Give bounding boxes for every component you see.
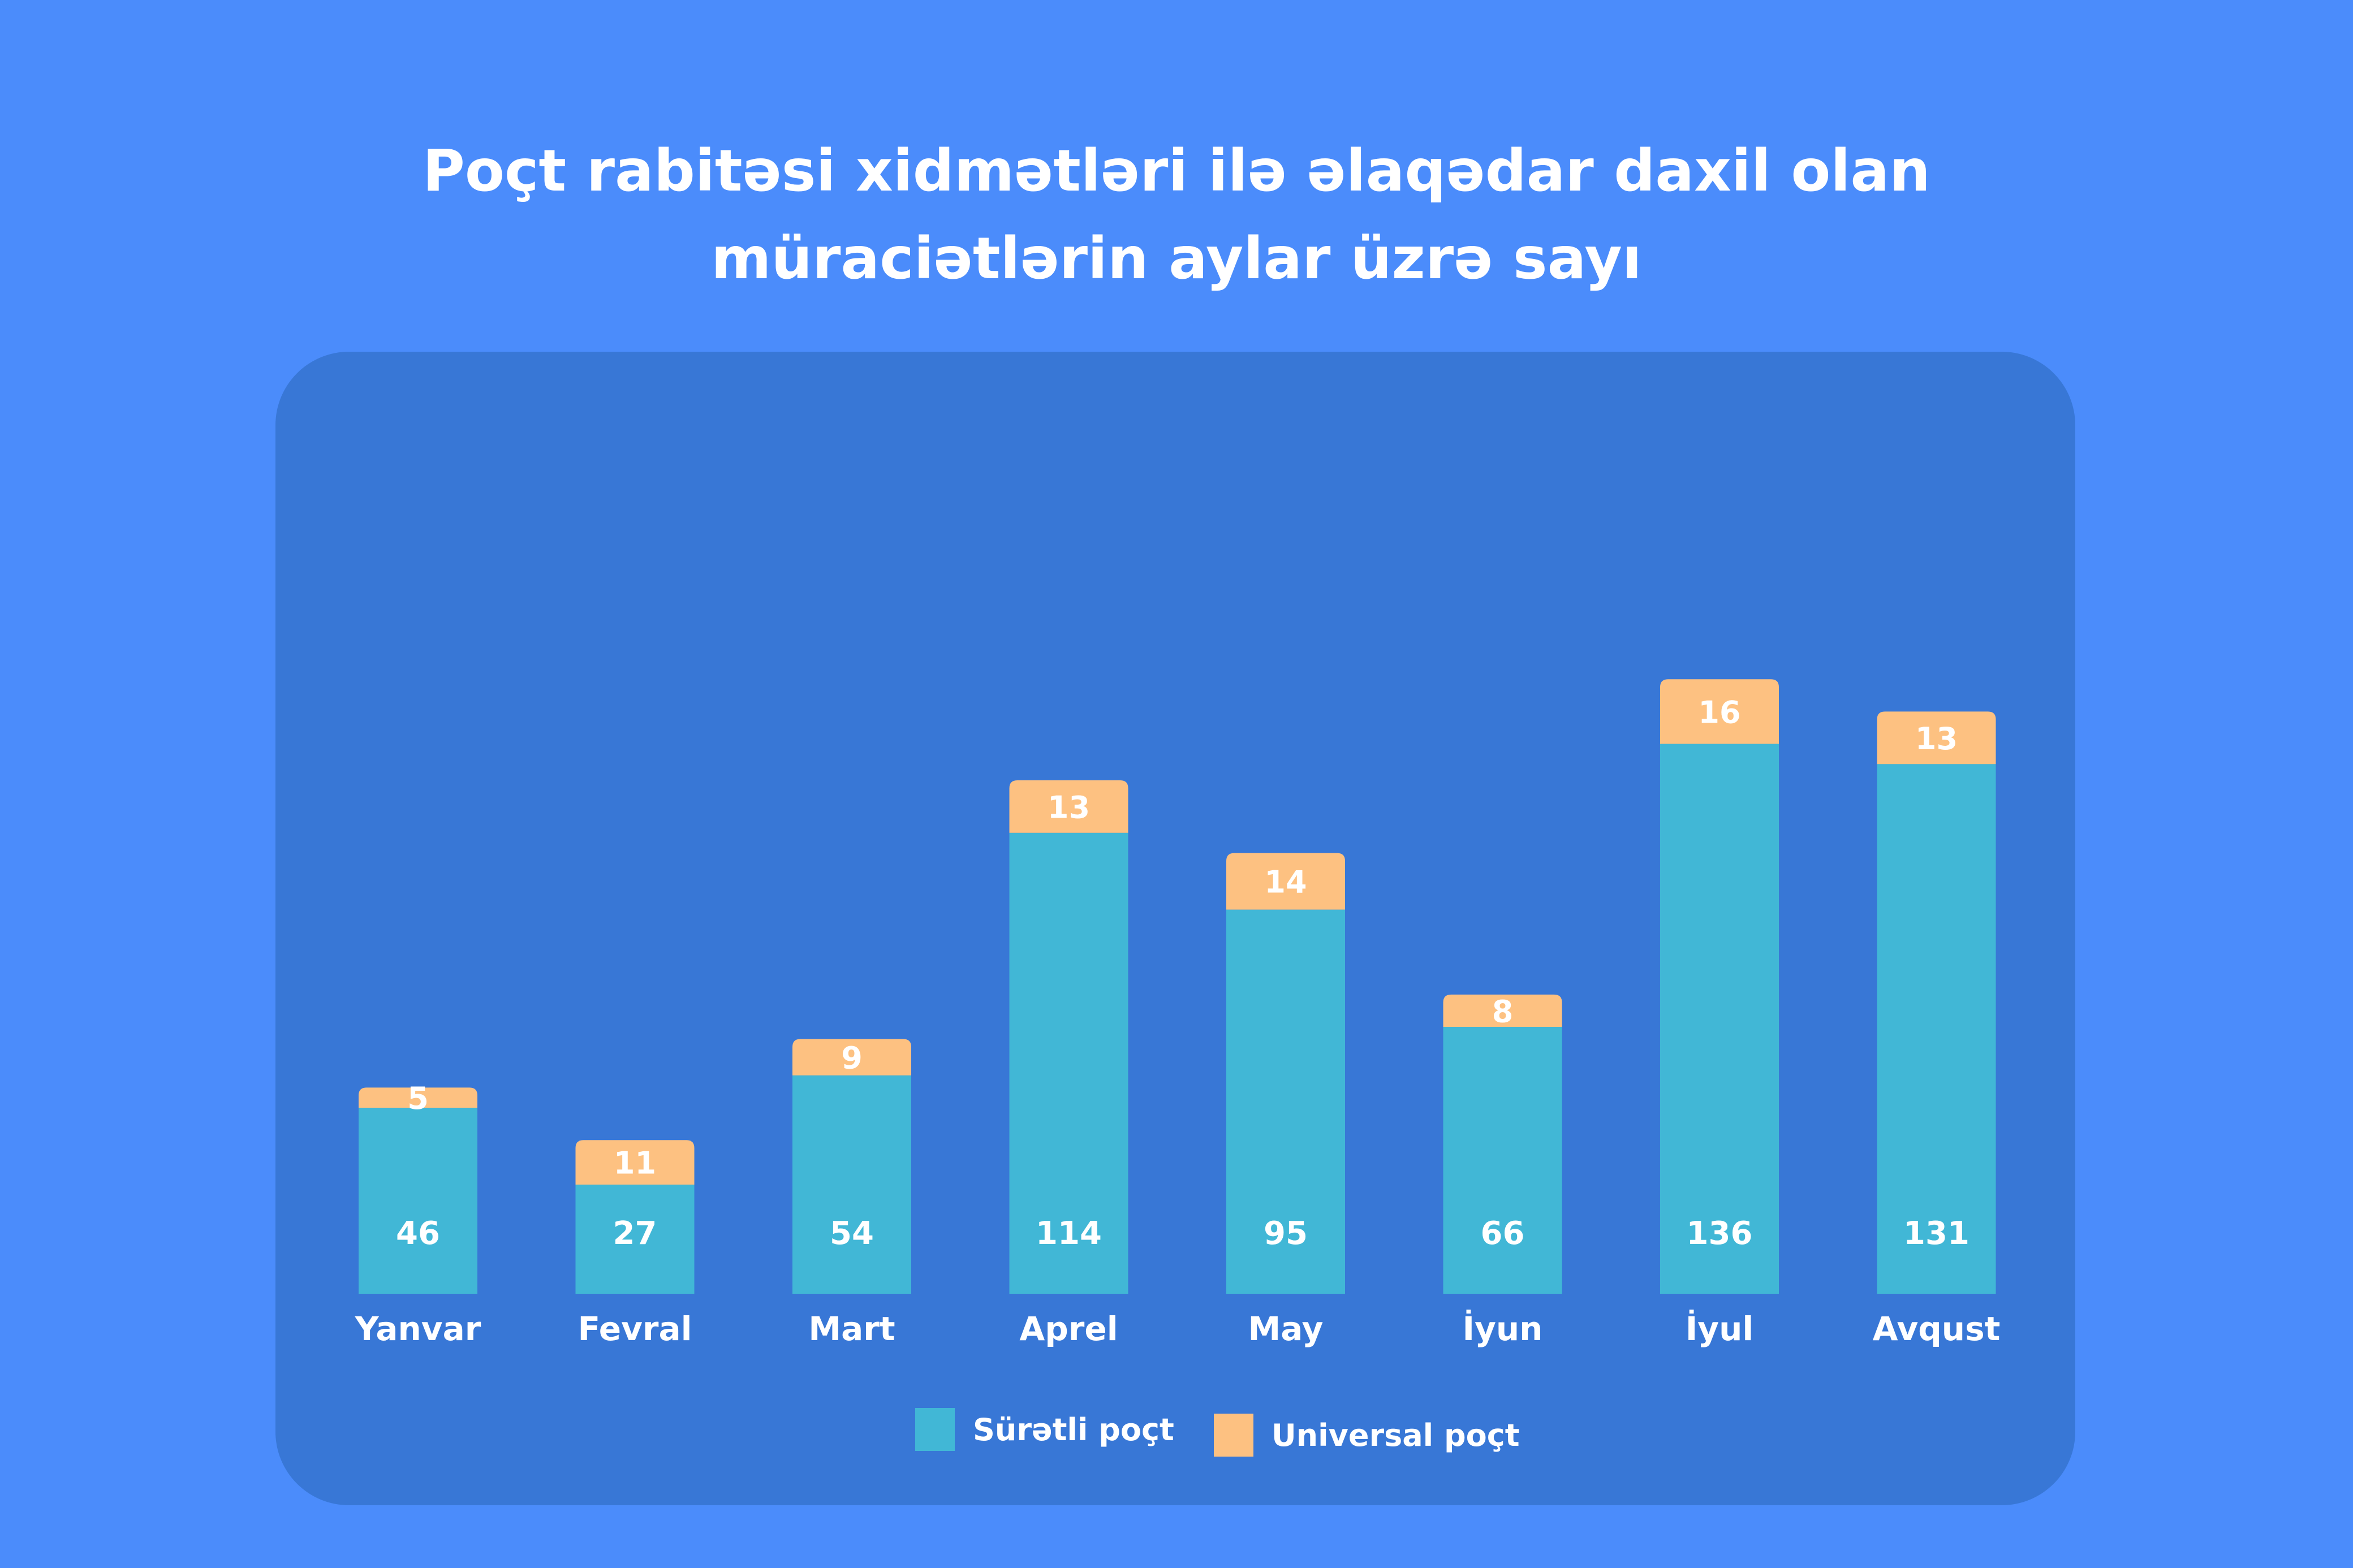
bar-universal-6 (1443, 994, 1562, 1027)
bar-universal-1 (359, 1087, 477, 1108)
legend-label-universal: Universal poçt (1271, 1417, 1520, 1453)
bar-universal-2 (575, 1140, 695, 1185)
legend-item-universal: Universal poçt (1213, 1414, 1520, 1457)
data-label-express-2: 27 (613, 1215, 657, 1252)
data-label-universal-2: 11 (614, 1146, 656, 1181)
data-label-universal-4: 13 (1048, 789, 1090, 825)
bar-express-3 (792, 1075, 911, 1294)
legend-swatch-express (915, 1408, 955, 1451)
x-tick-label-8: Avqust (1873, 1310, 2001, 1348)
data-label-universal-7: 16 (1698, 694, 1740, 730)
x-tick-label-1: Yanvar (355, 1310, 481, 1348)
x-tick-label-3: Mart (808, 1310, 895, 1348)
legend-item-express: Sürətli poçt (915, 1408, 1174, 1451)
x-tick-label-5: May (1248, 1310, 1324, 1348)
data-label-universal-3: 9 (841, 1040, 863, 1076)
data-label-express-4: 114 (1036, 1215, 1102, 1252)
data-label-universal-6: 8 (1492, 994, 1514, 1030)
bar-universal-3 (792, 1039, 911, 1075)
bar-universal-7 (1660, 679, 1779, 744)
x-tick-label-4: Aprel (1019, 1310, 1118, 1348)
bar-express-5 (1226, 909, 1345, 1294)
chart-title-line-2: müraciətlərin aylar üzrə sayı (711, 225, 1642, 292)
bar-express-6 (1443, 1027, 1562, 1294)
data-label-universal-5: 14 (1264, 865, 1307, 900)
data-label-express-8: 131 (1903, 1215, 1970, 1252)
data-label-universal-1: 5 (407, 1081, 429, 1116)
chart-legend: Sürətli poçt Universal poçt (915, 1408, 1559, 1457)
data-label-express-1: 46 (396, 1215, 440, 1252)
bar-universal-8 (1877, 711, 1996, 764)
chart-title-line-1: Poçt rabitəsi xidmətləri ilə əlaqədar da… (423, 137, 1930, 205)
data-label-universal-8: 13 (1915, 721, 1958, 757)
bar-universal-4 (1009, 780, 1128, 833)
x-tick-label-2: Fevral (578, 1310, 692, 1348)
x-tick-label-6: İyun (1463, 1309, 1543, 1348)
bar-express-8 (1877, 764, 1996, 1294)
chart-title: Poçt rabitəsi xidmətləri ilə əlaqədar da… (0, 127, 2353, 303)
bar-express-1 (359, 1108, 477, 1294)
bar-express-2 (575, 1184, 695, 1294)
bar-express-7 (1660, 744, 1779, 1294)
data-label-express-5: 95 (1264, 1215, 1308, 1252)
data-label-express-7: 136 (1687, 1215, 1753, 1252)
bar-express-4 (1009, 832, 1128, 1294)
legend-label-express: Sürətli poçt (973, 1411, 1174, 1448)
bar-universal-5 (1226, 853, 1345, 910)
x-tick-label-7: İyul (1686, 1309, 1754, 1348)
legend-swatch-universal (1213, 1414, 1253, 1457)
data-label-express-6: 66 (1481, 1215, 1525, 1252)
data-label-express-3: 54 (830, 1215, 874, 1252)
